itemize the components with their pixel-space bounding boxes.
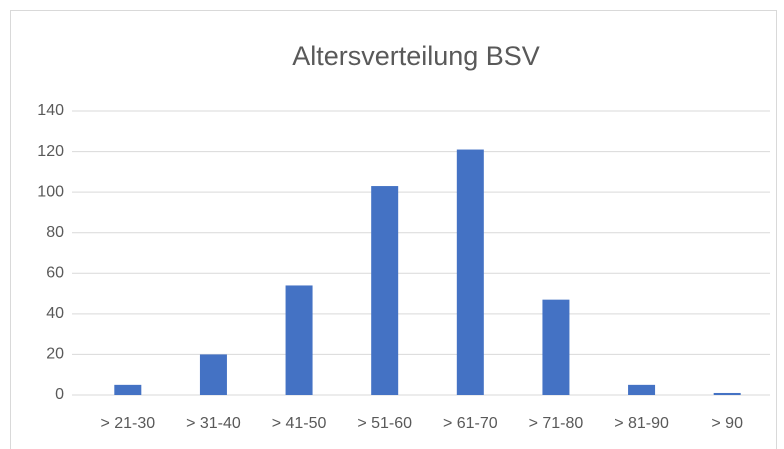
y-tick-label: 140 (37, 102, 64, 119)
bar (114, 384, 142, 395)
x-tick-label: > 51-60 (357, 415, 412, 432)
y-tick-label: 60 (46, 265, 64, 282)
y-tick-label: 20 (46, 346, 64, 363)
x-tick-label: > 61-70 (443, 415, 498, 432)
chart-title: Altersverteilung BSV (292, 41, 540, 71)
bar (713, 392, 741, 395)
x-tick-label: > 41-50 (272, 415, 327, 432)
y-tick-label: 120 (37, 143, 64, 160)
y-tick-label: 80 (46, 224, 64, 241)
bar (542, 299, 570, 395)
bar (199, 354, 227, 395)
x-tick-label: > 71-80 (529, 415, 584, 432)
bar (371, 186, 399, 395)
y-tick-label: 100 (37, 183, 64, 200)
y-tick-label: 0 (55, 386, 64, 403)
bar (285, 285, 313, 395)
y-tick-label: 40 (46, 305, 64, 322)
x-tick-label: > 21-30 (100, 415, 155, 432)
x-tick-label: > 90 (711, 415, 743, 432)
x-tick-label: > 31-40 (186, 415, 241, 432)
x-tick-label: > 81-90 (614, 415, 669, 432)
bar (628, 384, 656, 395)
bar (456, 149, 484, 395)
